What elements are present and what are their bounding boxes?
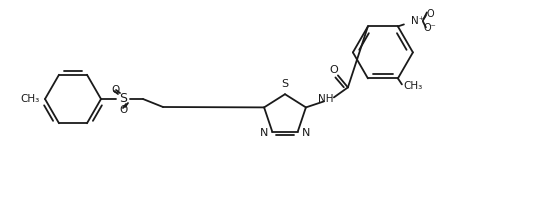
Text: N: N	[260, 128, 268, 138]
Text: N: N	[302, 128, 310, 138]
Text: S: S	[119, 93, 127, 105]
Text: O: O	[330, 65, 338, 75]
Text: O: O	[426, 9, 434, 20]
Text: S: S	[281, 79, 288, 89]
Text: CH₃: CH₃	[403, 81, 422, 91]
Text: O⁻: O⁻	[424, 23, 436, 33]
Text: N⁺: N⁺	[411, 17, 424, 26]
Text: CH₃: CH₃	[21, 94, 40, 104]
Text: NH: NH	[318, 94, 333, 104]
Text: O: O	[120, 105, 128, 115]
Text: O: O	[111, 85, 119, 95]
